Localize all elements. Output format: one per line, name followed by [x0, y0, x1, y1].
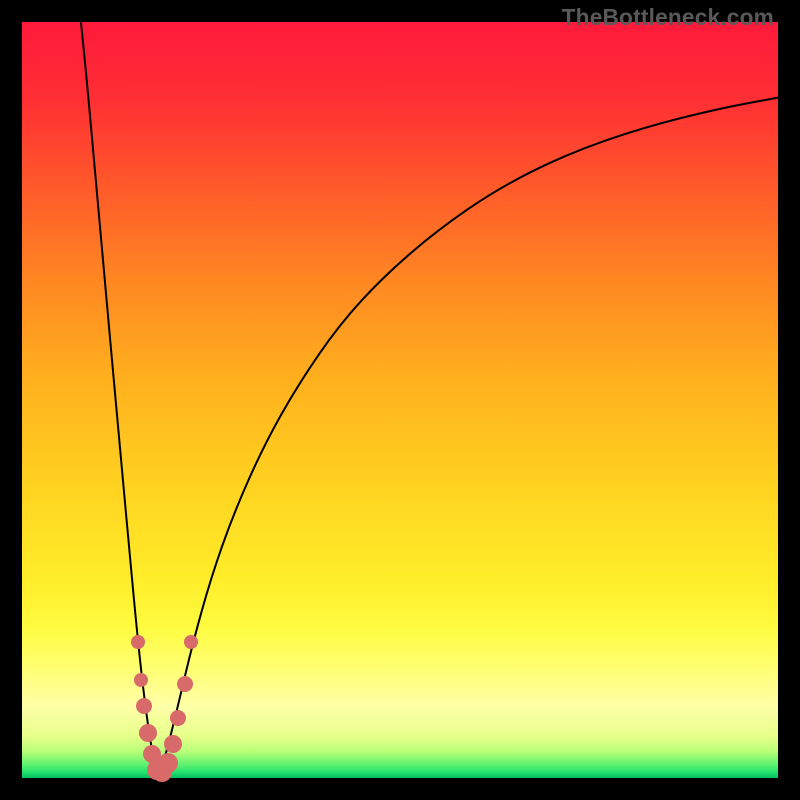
- watermark-text: TheBottleneck.com: [562, 4, 774, 31]
- data-marker: [184, 635, 198, 649]
- data-marker: [134, 673, 148, 687]
- bottleneck-curve: [22, 22, 778, 778]
- data-marker: [136, 698, 152, 714]
- data-marker: [164, 735, 182, 753]
- data-marker: [170, 710, 186, 726]
- data-marker: [177, 676, 193, 692]
- data-marker: [131, 635, 145, 649]
- plot-area: [22, 22, 778, 778]
- data-marker: [158, 753, 178, 773]
- data-marker: [139, 724, 157, 742]
- chart-frame: TheBottleneck.com: [0, 0, 800, 800]
